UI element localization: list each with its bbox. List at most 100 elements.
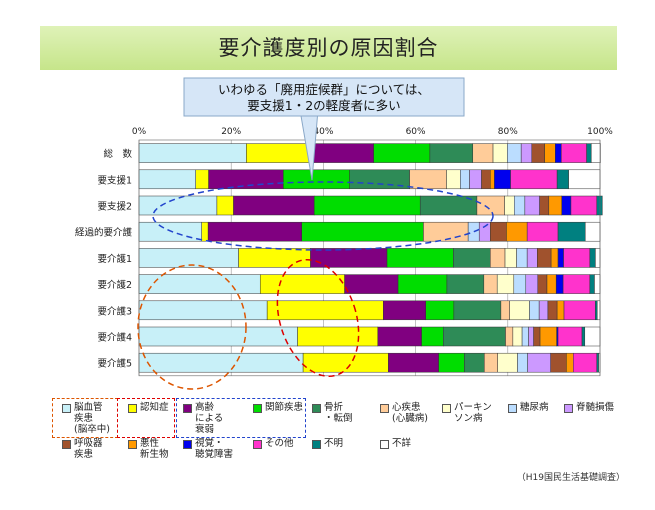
- legend-swatch: [564, 404, 573, 413]
- bar-segment: [313, 195, 421, 216]
- x-tick-label: 0%: [132, 127, 147, 137]
- bar-segment: [484, 352, 498, 373]
- bar-segment: [216, 195, 234, 216]
- bar-segment: [310, 248, 388, 268]
- bar-segment: [490, 248, 506, 268]
- bar-segment: [301, 221, 424, 242]
- legend-swatch: [253, 440, 262, 449]
- bar-segment: [570, 195, 598, 216]
- legend-label: 呼吸器 疾患: [74, 438, 103, 460]
- bar-segment: [438, 352, 465, 373]
- bar-segment: [544, 143, 556, 163]
- bar-segment: [195, 169, 209, 190]
- bar-segment: [529, 300, 540, 321]
- bar-segment: [566, 352, 574, 373]
- bar-segment: [524, 195, 540, 216]
- bar-segment: [494, 169, 511, 190]
- bar-segment: [538, 300, 549, 321]
- bar-segment: [138, 326, 298, 347]
- bar-segment: [596, 300, 601, 321]
- category-label: 要介護5: [97, 358, 132, 370]
- bar-segment: [537, 274, 548, 294]
- bar-segment: [207, 221, 302, 242]
- legend-label: 視覚・ 聴覚障害: [195, 438, 234, 460]
- bar-segment: [472, 143, 494, 163]
- legend-swatch: [62, 404, 71, 413]
- bar-segment: [483, 274, 498, 294]
- legend-label: 心疾患 (心臓病): [392, 402, 428, 424]
- bar-segment: [423, 221, 469, 242]
- bar-segment: [208, 169, 284, 190]
- bar-segment: [526, 248, 538, 268]
- annotation-ellipse-dementia: [276, 258, 360, 378]
- legend-box-dementia: [117, 398, 175, 438]
- bar-segment: [469, 169, 482, 190]
- bar-segment: [443, 326, 506, 347]
- bar-segment: [397, 274, 448, 294]
- legend-swatch: [442, 404, 451, 413]
- bar-segment: [573, 352, 598, 373]
- bar-segment: [589, 274, 595, 294]
- bar-segment: [138, 274, 261, 294]
- bar-segment: [344, 274, 399, 294]
- bar-segment: [594, 274, 601, 294]
- bar-segment: [506, 221, 528, 242]
- bar-segment: [386, 248, 454, 268]
- legend-swatch: [183, 404, 192, 413]
- bar-segment: [596, 352, 599, 373]
- bar-segment: [525, 274, 539, 294]
- bar-segment: [233, 195, 315, 216]
- bar-segment: [138, 300, 268, 321]
- bar-segment: [138, 143, 247, 163]
- chart-title: 要介護度別の原因割合: [218, 36, 439, 60]
- category-label: 要介護2: [97, 279, 132, 291]
- bar-segment: [388, 352, 439, 373]
- bar-segment: [446, 274, 485, 294]
- legend-swatch: [128, 404, 137, 413]
- legend-label: 脊髄損傷: [576, 402, 615, 413]
- bar-segment: [557, 326, 583, 347]
- legend-swatch: [380, 440, 389, 449]
- bar-segment: [138, 195, 218, 216]
- bar-segment: [517, 352, 528, 373]
- category-label: 経過的要介護: [75, 227, 133, 239]
- callout-box: [183, 77, 465, 117]
- bar-segment: [476, 195, 505, 216]
- bar-segment: [283, 169, 350, 190]
- bar-segment: [513, 274, 527, 294]
- bar-segment: [238, 248, 311, 268]
- bar-segment: [531, 143, 545, 163]
- bar-segment: [464, 352, 485, 373]
- bar-segment: [550, 248, 559, 268]
- bar-segment: [555, 274, 564, 294]
- bar-segment: [383, 300, 426, 321]
- legend-swatch: [312, 404, 321, 413]
- bar-segment: [453, 300, 502, 321]
- category-label: 総 数: [103, 148, 132, 160]
- bar-segment: [526, 221, 559, 242]
- x-tick-label: 20%: [221, 127, 241, 137]
- legend-swatch: [253, 404, 262, 413]
- bar-segment: [563, 300, 596, 321]
- bar-segment: [246, 143, 312, 163]
- callout-line2: 要支援1・2の軽度者に多い: [247, 98, 400, 113]
- bar-segment: [512, 326, 523, 347]
- bar-segment: [510, 169, 558, 190]
- source-note: （H19国民生活基礎調査）: [516, 473, 625, 483]
- bar-segment: [557, 221, 586, 242]
- category-label: 要介護3: [97, 305, 132, 317]
- bar-segment: [373, 143, 431, 163]
- bar-segment: [409, 169, 447, 190]
- bar-segment: [201, 221, 209, 242]
- bar-segment: [596, 195, 603, 216]
- legend-label: 高齢 による 衰弱: [195, 402, 224, 435]
- legend-swatch: [312, 440, 321, 449]
- bar-segment: [297, 326, 379, 347]
- bar-segment: [138, 352, 304, 373]
- bar-segment: [555, 143, 562, 163]
- bar-segment: [504, 248, 517, 268]
- bar-segment: [561, 143, 587, 163]
- bar-segment: [504, 195, 515, 216]
- bar-segment: [520, 143, 533, 163]
- bar-segment: [548, 195, 562, 216]
